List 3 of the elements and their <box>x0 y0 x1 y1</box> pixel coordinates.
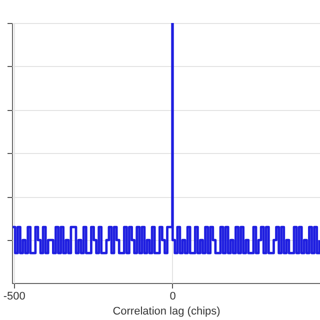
x-tick-label: -500 <box>3 290 26 302</box>
x-tick-label: 0 <box>170 290 176 302</box>
x-axis-title: Correlation lag (chips) <box>112 306 220 318</box>
